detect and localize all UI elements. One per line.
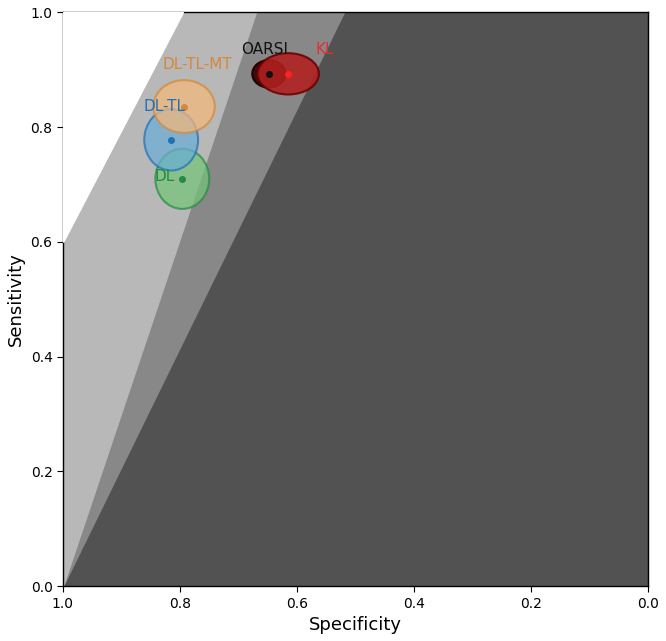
Polygon shape [63,12,256,586]
Polygon shape [63,12,344,586]
Text: DL: DL [155,169,175,184]
Text: DL-TL-MT: DL-TL-MT [163,56,232,72]
Ellipse shape [145,109,198,171]
Y-axis label: Sensitivity: Sensitivity [7,253,25,346]
Text: DL-TL: DL-TL [144,99,186,114]
Ellipse shape [258,53,319,94]
Ellipse shape [252,60,286,88]
Ellipse shape [155,149,209,209]
Text: OARSI: OARSI [241,42,288,57]
Polygon shape [63,12,648,586]
Text: KL: KL [316,42,334,57]
Polygon shape [63,12,183,242]
Ellipse shape [153,80,214,133]
X-axis label: Specificity: Specificity [309,616,402,634]
